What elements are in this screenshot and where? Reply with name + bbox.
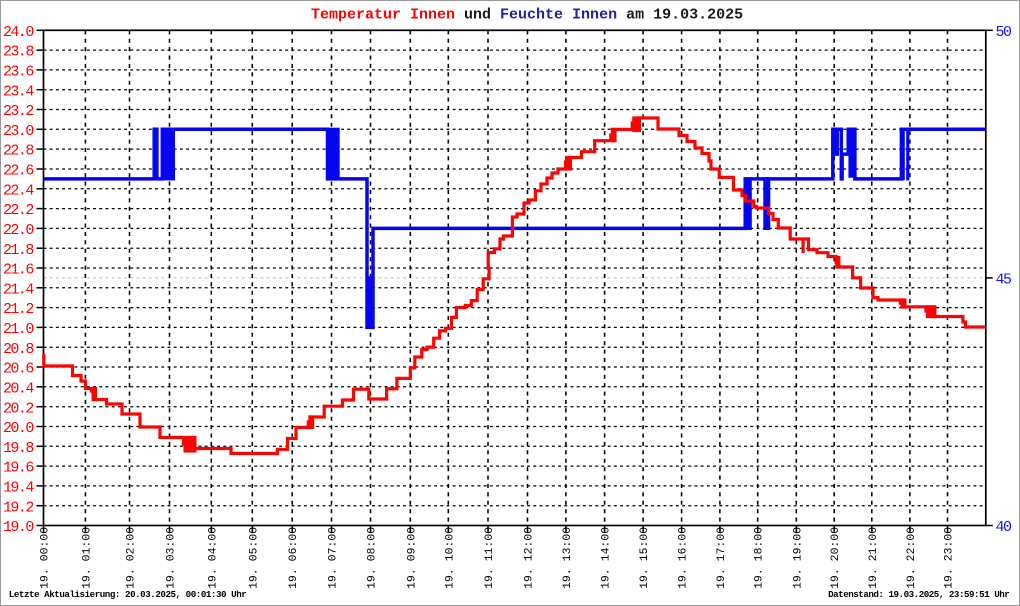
svg-text:19. 14:00: 19. 14:00 [601,527,613,589]
svg-text:19.0: 19.0 [3,519,34,536]
svg-text:19. 00:00: 19. 00:00 [40,527,52,589]
svg-text:21.0: 21.0 [3,321,34,338]
svg-text:22.2: 22.2 [3,202,33,219]
svg-text:20.0: 20.0 [3,420,34,437]
svg-text:21.6: 21.6 [3,262,34,279]
svg-text:Datenstand: 19.03.2025, 23:59:: Datenstand: 19.03.2025, 23:59:51 Uhr [828,589,1009,600]
svg-text:19.8: 19.8 [3,440,34,457]
svg-text:19. 07:00: 19. 07:00 [328,527,340,589]
svg-text:19. 18:00: 19. 18:00 [754,527,766,589]
svg-text:23.6: 23.6 [3,64,34,81]
svg-text:20.8: 20.8 [3,341,34,358]
svg-text:19.2: 19.2 [3,499,33,516]
svg-text:23.0: 23.0 [3,123,34,140]
svg-text:23.8: 23.8 [3,44,34,61]
svg-text:Temperatur Innen und Feuchte I: Temperatur Innen und Feuchte Innen am 19… [311,7,743,24]
svg-text:20.2: 20.2 [3,400,33,417]
svg-text:19. 19:00: 19. 19:00 [792,527,804,589]
svg-text:22.8: 22.8 [3,143,34,160]
svg-text:19. 16:00: 19. 16:00 [678,527,690,589]
svg-text:19. 08:00: 19. 08:00 [367,527,379,589]
svg-text:19. 21:00: 19. 21:00 [868,527,880,589]
svg-text:24.0: 24.0 [3,24,34,41]
svg-text:21.8: 21.8 [3,242,34,259]
svg-text:19. 10:00: 19. 10:00 [444,527,456,589]
svg-text:19. 17:00: 19. 17:00 [716,527,728,589]
svg-text:19. 15:00: 19. 15:00 [639,527,651,589]
svg-text:19. 09:00: 19. 09:00 [406,527,418,589]
svg-text:19. 11:00: 19. 11:00 [484,527,496,589]
svg-text:19. 20:00: 19. 20:00 [830,527,842,589]
svg-text:19. 01:00: 19. 01:00 [81,527,93,589]
svg-text:23.4: 23.4 [3,83,34,100]
svg-text:20.4: 20.4 [3,380,34,397]
svg-text:22.0: 22.0 [3,222,34,239]
svg-text:19. 22:00: 19. 22:00 [906,527,918,589]
svg-text:21.2: 21.2 [3,301,33,318]
svg-text:19. 12:00: 19. 12:00 [524,527,536,589]
svg-text:40: 40 [996,519,1012,536]
svg-text:19. 13:00: 19. 13:00 [562,527,574,589]
svg-text:50: 50 [996,24,1012,41]
svg-text:19.4: 19.4 [3,480,34,497]
svg-text:20.6: 20.6 [3,361,34,378]
svg-text:19. 03:00: 19. 03:00 [166,527,178,589]
svg-text:19. 02:00: 19. 02:00 [126,527,138,589]
svg-text:19. 06:00: 19. 06:00 [288,527,300,589]
svg-text:19. 04:00: 19. 04:00 [207,527,219,589]
svg-text:19. 23:00: 19. 23:00 [944,527,956,589]
svg-text:23.2: 23.2 [3,103,33,120]
svg-text:22.6: 22.6 [3,163,34,180]
svg-text:19.6: 19.6 [3,460,34,477]
svg-text:Letzte Aktualisierung: 20.03.2: Letzte Aktualisierung: 20.03.2025, 00:01… [9,589,247,600]
svg-text:19. 05:00: 19. 05:00 [248,527,260,589]
svg-text:21.4: 21.4 [3,281,34,298]
svg-text:22.4: 22.4 [3,182,34,199]
svg-text:45: 45 [996,272,1012,289]
